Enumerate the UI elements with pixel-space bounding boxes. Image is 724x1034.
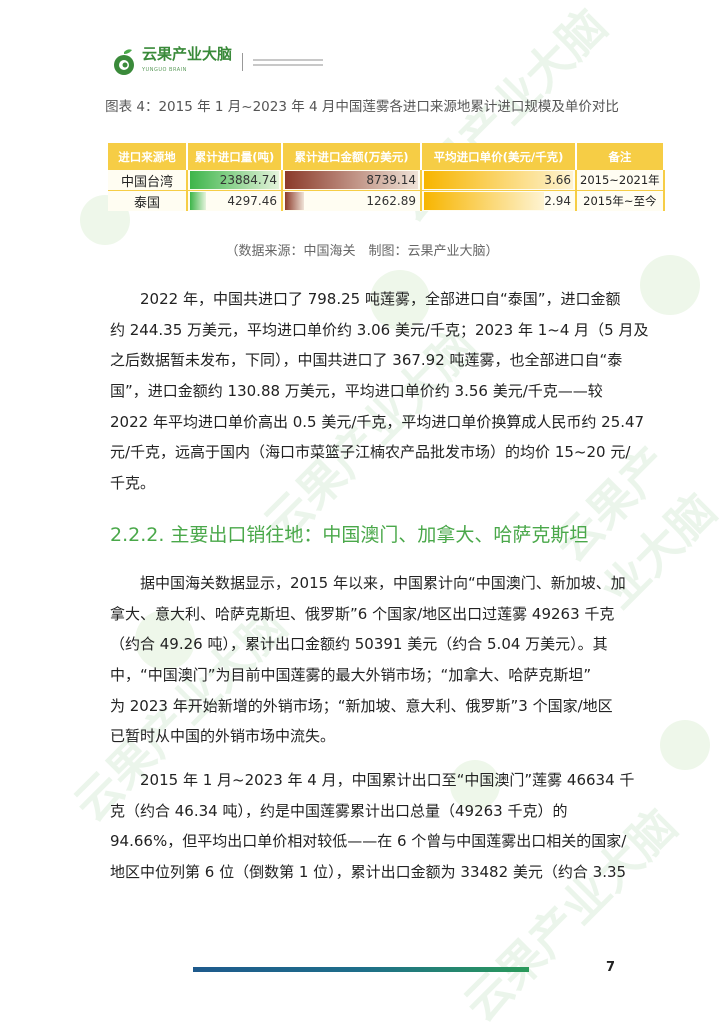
source-cell: 中国台湾 bbox=[108, 170, 188, 191]
amount-bar bbox=[285, 192, 305, 210]
logo-name-text: 云果产业大脑 bbox=[142, 45, 233, 63]
section-heading: 2.2.2. 主要出口销往地：中国澳门、加拿大、哈萨克斯坦 bbox=[110, 524, 589, 546]
text-line: 千克。 bbox=[110, 474, 156, 493]
table-row: 中国台湾 23884.74 8739.14 3.66 2015~2021年 bbox=[108, 170, 665, 191]
text-line: 2022 年，中国共进口了 798.25 吨莲雾，全部进口自“泰国”，进口金额 bbox=[140, 290, 621, 308]
price-cell: 2.94 bbox=[421, 190, 577, 211]
volume-bar bbox=[190, 171, 279, 189]
logo-name: 云果产业大脑 YUNGUO BRAIN bbox=[142, 46, 232, 78]
text-line: 94.66%，但平均出口单价相对较低——在 6 个曾与中国莲雾出口相关的国家/ bbox=[110, 832, 627, 851]
price-bar bbox=[424, 171, 573, 189]
price-cell: 3.66 bbox=[421, 170, 577, 191]
text-line: 地区中位列第 6 位（倒数第 1 位），累计出口金额为 33482 美元（约合 … bbox=[110, 863, 627, 882]
price-bar bbox=[424, 192, 544, 210]
text-line: 2015 年 1 月~2023 年 4 月，中国累计出口至“中国澳门”莲雾 46… bbox=[140, 771, 635, 789]
text-line: 2022 年平均进口单价高出 0.5 美元/千克，平均进口单价换算成人民币约 2… bbox=[110, 412, 645, 431]
volume-value: 23884.74 bbox=[219, 173, 277, 187]
page-number: 7 bbox=[606, 960, 616, 975]
paragraph: 2022 年，中国共进口了 798.25 吨莲雾，全部进口自“泰国”，进口金额约… bbox=[110, 284, 649, 499]
amount-cell: 8739.14 bbox=[282, 170, 422, 191]
divider bbox=[242, 53, 244, 71]
text-line: （约合 49.26 吨），累计出口金额约 50391 美元（约合 5.04 万美… bbox=[110, 635, 608, 654]
source-note: （数据来源：中国海关 制图：云果产业大脑） bbox=[225, 244, 499, 259]
column-header: 累计进口量(吨) bbox=[187, 143, 283, 170]
table-row: 泰国 4297.46 1262.89 2.94 2015年~至今 bbox=[108, 190, 665, 211]
import-table: 进口来源地 累计进口量(吨) 累计进口金额(万美元) 平均进口单价(美元/千克) 备注 … bbox=[108, 143, 665, 211]
text-line: 之后数据暂未发布，下同），中国共进口了 367.92 吨莲雾，也全部进口自“泰 bbox=[110, 351, 623, 370]
column-header: 累计进口金额(万美元) bbox=[282, 143, 422, 170]
text-line: 元/千克，远高于国内（海口市菜篮子江楠农产品批发市场）的均价 15~20 元/ bbox=[110, 443, 631, 462]
amount-cell: 1262.89 bbox=[282, 190, 422, 211]
amount-bar bbox=[285, 171, 418, 189]
column-header: 平均进口单价(美元/千克) bbox=[421, 143, 577, 170]
volume-cell: 4297.46 bbox=[187, 190, 283, 211]
price-value: 2.94 bbox=[544, 194, 571, 208]
volume-bar bbox=[190, 192, 206, 210]
note-cell: 2015年~至今 bbox=[576, 190, 665, 211]
text-line: 拿大、意大利、哈萨克斯坦、俄罗斯”6 个国家/地区出口过莲雾 49263 千克 bbox=[110, 604, 615, 623]
note-cell: 2015~2021年 bbox=[576, 170, 665, 191]
column-header: 备注 bbox=[576, 143, 665, 170]
text-line: 已暂时从中国的外销市场中流失。 bbox=[110, 727, 336, 746]
paragraph: 据中国海关数据显示，2015 年以来，中国累计向“中国澳门、新加坡、加拿大、意大… bbox=[110, 568, 626, 752]
text-line: 据中国海关数据显示，2015 年以来，中国累计向“中国澳门、新加坡、加 bbox=[140, 574, 626, 592]
text-line: 克（约合 46.34 吨），约是中国莲雾累计出口总量（49263 千克）的 bbox=[110, 801, 568, 820]
text-line: 中，“中国澳门”为目前中国莲雾的最大外销市场；“加拿大、哈萨克斯坦” bbox=[110, 666, 592, 685]
logo-sub: YUNGUO BRAIN bbox=[142, 67, 187, 73]
logo-tagline bbox=[253, 56, 324, 69]
column-header: 进口来源地 bbox=[108, 143, 188, 170]
source-cell: 泰国 bbox=[108, 190, 188, 211]
logo: 云果产业大脑 YUNGUO BRAIN bbox=[112, 46, 324, 78]
text-line: 国”，进口金额约 130.88 万美元，平均进口单价约 3.56 美元/千克——… bbox=[110, 382, 603, 401]
price-value: 3.66 bbox=[544, 173, 571, 187]
logo-fruit-icon bbox=[112, 48, 136, 76]
volume-cell: 23884.74 bbox=[187, 170, 283, 191]
watermark-logo bbox=[660, 720, 710, 770]
amount-value: 1262.89 bbox=[366, 194, 416, 208]
text-line: 约 244.35 万美元，平均进口单价约 3.06 美元/千克；2023 年 1… bbox=[110, 320, 649, 339]
figure-caption: 图表 4：2015 年 1 月~2023 年 4 月中国莲雾各进口来源地累计进口… bbox=[105, 99, 619, 115]
footer-bar bbox=[193, 967, 529, 972]
amount-value: 8739.14 bbox=[366, 173, 416, 187]
watermark-logo bbox=[640, 255, 700, 315]
volume-value: 4297.46 bbox=[227, 194, 277, 208]
paragraph: 2015 年 1 月~2023 年 4 月，中国累计出口至“中国澳门”莲雾 46… bbox=[110, 765, 635, 888]
text-line: 为 2023 年开始新增的外销市场；“新加坡、意大利、俄罗斯”3 个国家/地区 bbox=[110, 696, 613, 715]
